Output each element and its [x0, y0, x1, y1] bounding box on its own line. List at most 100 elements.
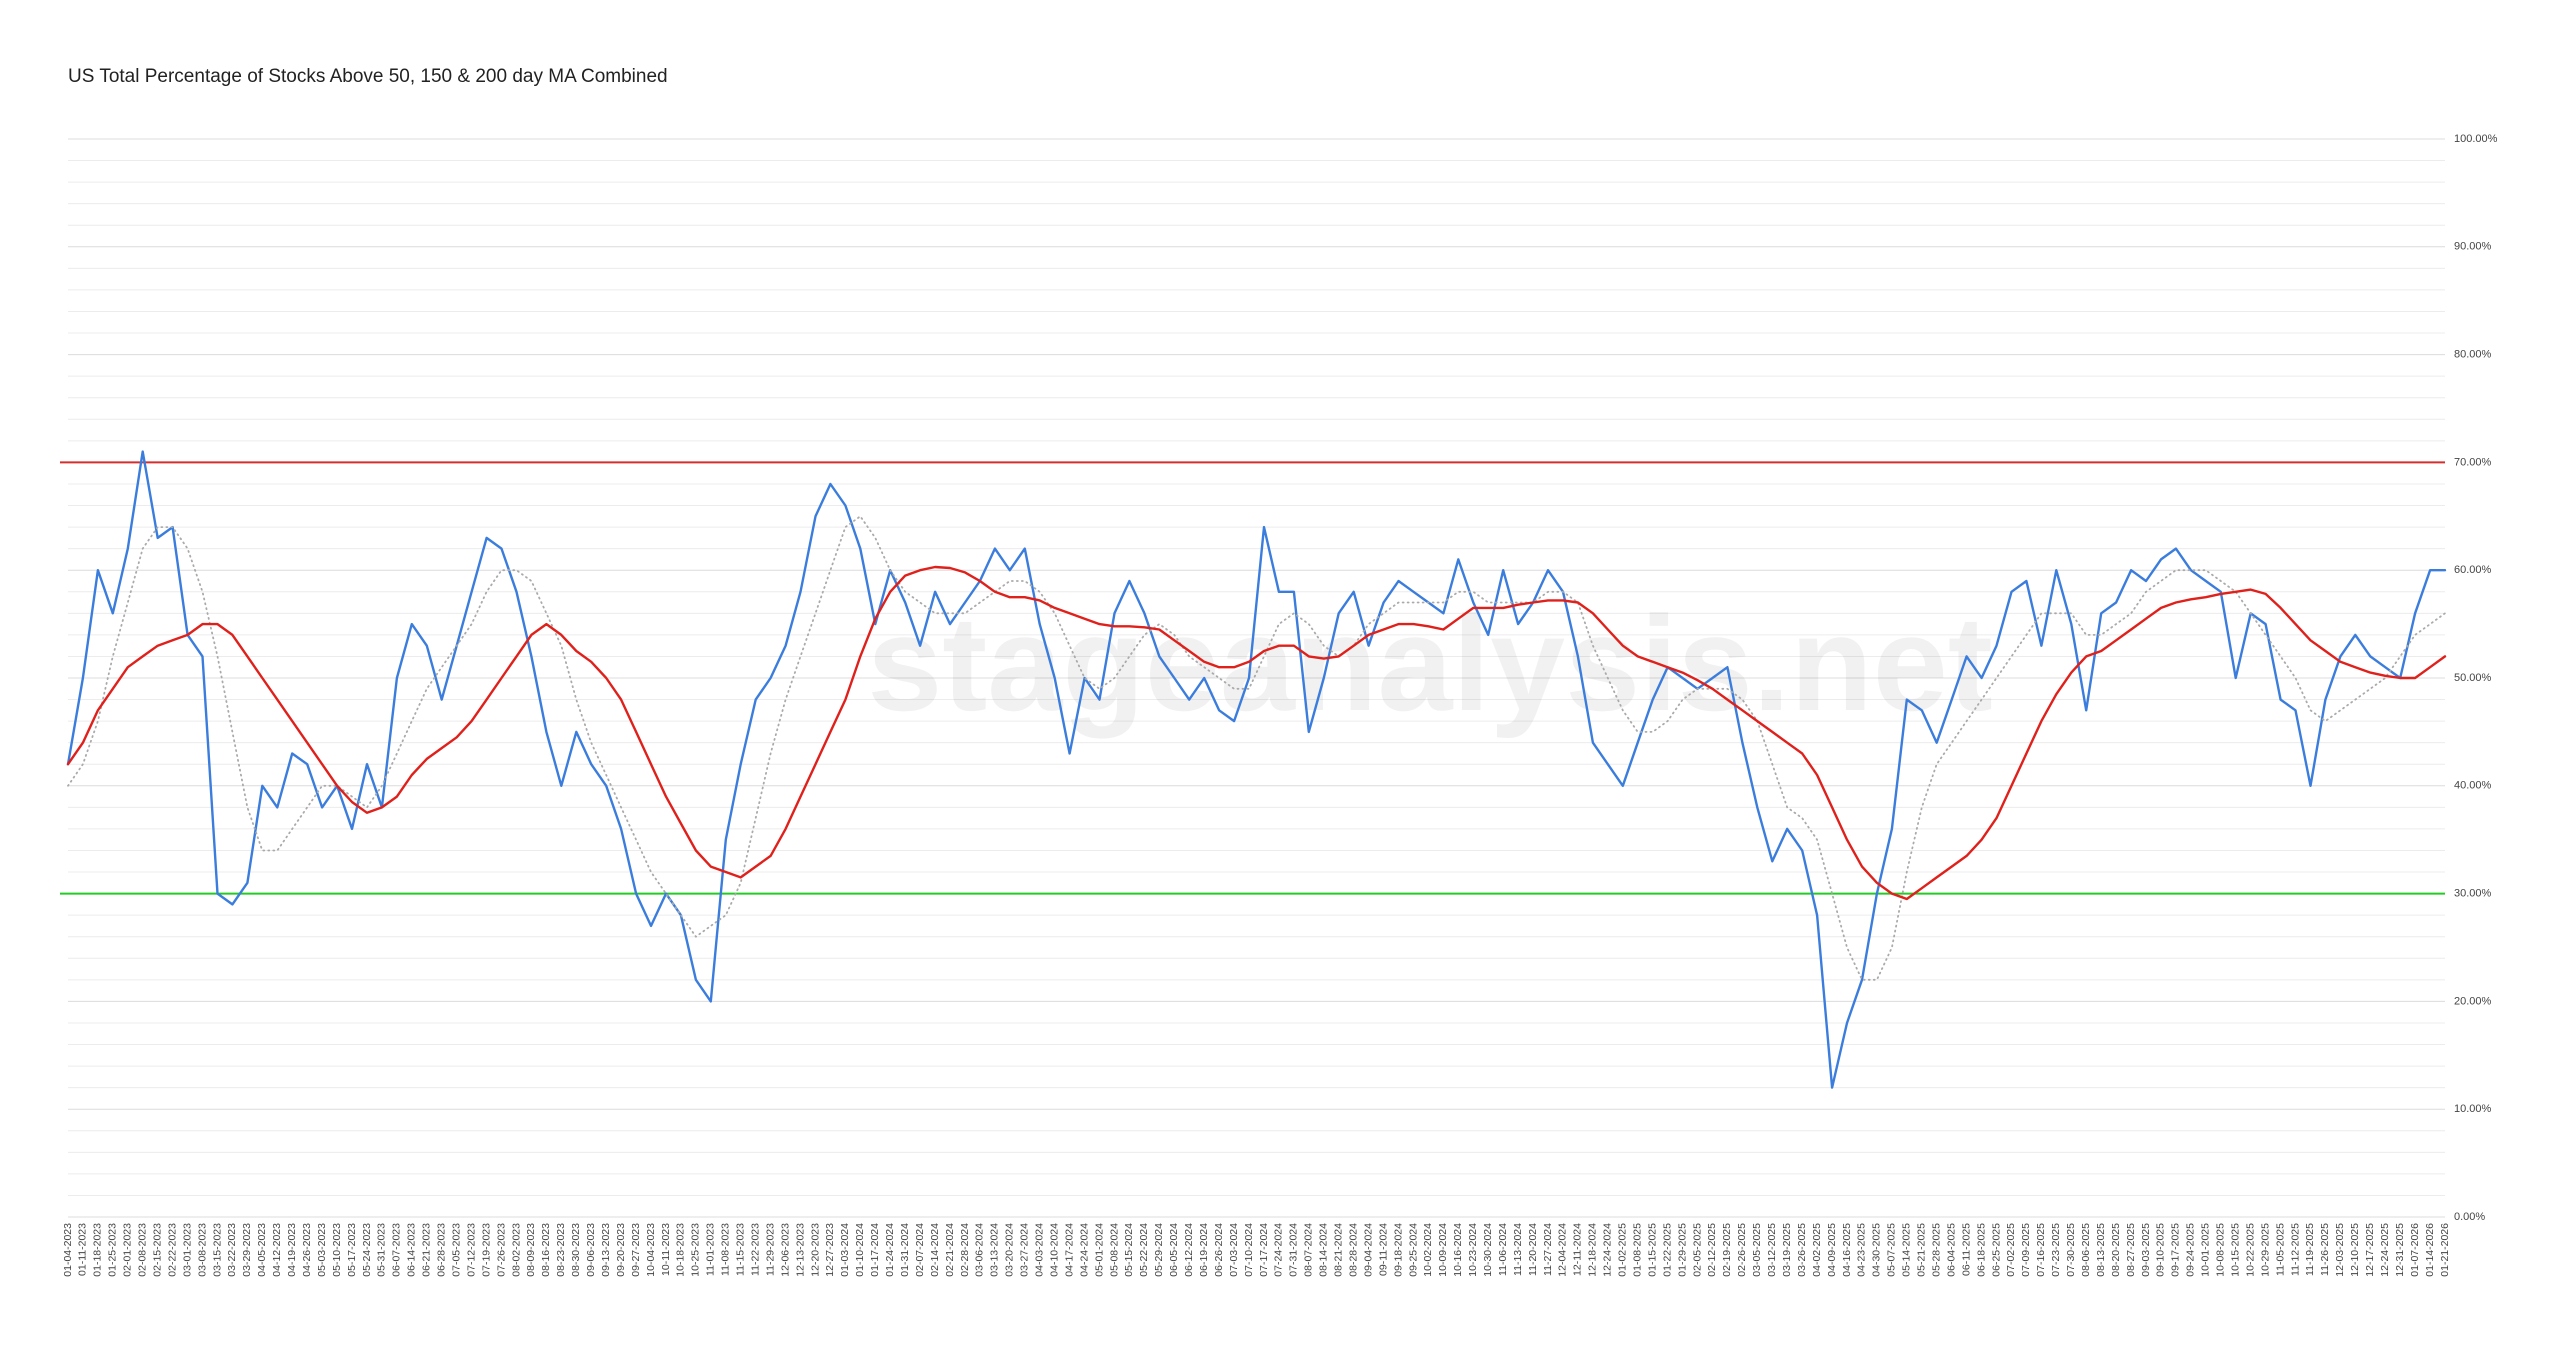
x-tick-label: 08-27-2025 — [2125, 1223, 2137, 1277]
x-tick-label: 07-30-2025 — [2065, 1223, 2077, 1277]
series-line — [67, 515, 2446, 981]
watermark: stageanalysis.net — [867, 588, 1993, 739]
x-tick-label: 12-31-2025 — [2394, 1223, 2406, 1277]
x-tick-label: 08-21-2024 — [1333, 1223, 1345, 1277]
x-tick-label: 02-07-2024 — [914, 1223, 926, 1277]
x-tick-label: 01-29-2025 — [1676, 1223, 1688, 1277]
x-tick-label: 12-11-2024 — [1572, 1223, 1584, 1276]
x-tick-label: 03-13-2024 — [989, 1223, 1001, 1277]
x-tick-label: 03-20-2024 — [1004, 1223, 1016, 1277]
y-tick-label: 20.00% — [2454, 995, 2492, 1007]
x-tick-label: 09-17-2025 — [2170, 1223, 2182, 1277]
x-tick-label: 11-22-2023 — [749, 1223, 761, 1276]
x-tick-label: 12-13-2023 — [794, 1223, 806, 1277]
x-tick-label: 07-17-2024 — [1258, 1223, 1270, 1277]
x-tick-label: 12-24-2025 — [2379, 1223, 2391, 1277]
x-tick-label: 11-08-2023 — [720, 1223, 732, 1276]
x-tick-label: 11-06-2024 — [1497, 1223, 1509, 1276]
x-tick-label: 07-26-2023 — [495, 1223, 507, 1277]
x-tick-label: 05-22-2024 — [1138, 1223, 1150, 1277]
x-tick-label: 08-16-2023 — [540, 1223, 552, 1277]
x-tick-label: 12-10-2025 — [2349, 1223, 2361, 1277]
x-tick-label: 11-19-2025 — [2304, 1223, 2316, 1276]
x-tick-label: 08-14-2024 — [1318, 1223, 1330, 1277]
x-tick-label: 02-19-2025 — [1721, 1223, 1733, 1277]
x-tick-label: 04-19-2023 — [286, 1223, 298, 1277]
x-tick-label: 11-01-2023 — [705, 1223, 717, 1276]
x-tick-label: 08-20-2025 — [2110, 1223, 2122, 1277]
x-tick-label: 08-28-2024 — [1347, 1223, 1359, 1277]
x-tick-label: 11-13-2024 — [1512, 1223, 1524, 1276]
x-tick-label: 07-12-2023 — [465, 1223, 477, 1277]
x-tick-label: 03-26-2025 — [1796, 1223, 1808, 1277]
x-tick-label: 05-08-2024 — [1108, 1223, 1120, 1277]
x-tick-label: 01-07-2026 — [2409, 1223, 2421, 1277]
x-tick-label: 04-05-2023 — [256, 1223, 268, 1277]
x-tick-label: 10-18-2023 — [675, 1223, 687, 1277]
x-tick-label: 05-07-2025 — [1886, 1223, 1898, 1277]
x-tick-label: 10-25-2023 — [690, 1223, 702, 1277]
x-tick-label: 10-04-2023 — [645, 1223, 657, 1277]
x-tick-label: 05-01-2024 — [1093, 1223, 1105, 1277]
x-tick-label: 07-09-2025 — [2020, 1223, 2032, 1277]
x-tick-label: 01-18-2023 — [92, 1223, 104, 1277]
x-tick-label: 01-21-2026 — [2439, 1223, 2451, 1277]
x-tick-label: 06-14-2023 — [406, 1223, 418, 1277]
x-tick-label: 03-22-2023 — [226, 1223, 238, 1277]
x-tick-label: 03-12-2025 — [1766, 1223, 1778, 1277]
x-tick-label: 04-24-2024 — [1078, 1223, 1090, 1277]
x-tick-label: 02-01-2023 — [122, 1223, 134, 1277]
x-tick-label: 05-29-2024 — [1153, 1223, 1165, 1277]
x-tick-label: 03-27-2024 — [1019, 1223, 1031, 1277]
x-tick-label: 04-26-2023 — [301, 1223, 313, 1277]
x-tick-label: 10-09-2024 — [1437, 1223, 1449, 1277]
x-tick-label: 05-24-2023 — [361, 1223, 373, 1277]
x-tick-label: 06-25-2025 — [1990, 1223, 2002, 1277]
series-line — [66, 450, 2447, 1089]
y-tick-label: 80.00% — [2454, 349, 2492, 361]
x-tick-label: 08-23-2023 — [555, 1223, 567, 1277]
x-tick-label: 09-06-2023 — [585, 1223, 597, 1277]
y-tick-label: 100.00% — [2454, 133, 2498, 145]
x-tick-label: 12-17-2025 — [2364, 1223, 2376, 1277]
x-tick-label: 11-29-2023 — [764, 1223, 776, 1276]
x-tick-label: 07-10-2024 — [1243, 1223, 1255, 1277]
x-tick-label: 12-18-2024 — [1587, 1223, 1599, 1277]
y-tick-label: 40.00% — [2454, 780, 2492, 792]
x-tick-label: 09-20-2023 — [615, 1223, 627, 1277]
x-tick-label: 12-20-2023 — [809, 1223, 821, 1277]
y-tick-label: 90.00% — [2454, 241, 2492, 253]
x-tick-label: 03-08-2023 — [196, 1223, 208, 1277]
x-tick-label: 03-15-2023 — [211, 1223, 223, 1277]
x-tick-label: 07-03-2024 — [1228, 1223, 1240, 1277]
x-tick-label: 01-11-2023 — [77, 1223, 89, 1276]
x-tick-label: 01-22-2025 — [1661, 1223, 1673, 1277]
x-tick-label: 10-30-2024 — [1482, 1223, 1494, 1277]
y-tick-label: 50.00% — [2454, 672, 2492, 684]
x-tick-label: 05-31-2023 — [376, 1223, 388, 1277]
x-tick-label: 04-09-2025 — [1826, 1223, 1838, 1277]
x-tick-label: 12-04-2024 — [1557, 1223, 1569, 1277]
x-tick-label: 09-04-2024 — [1362, 1223, 1374, 1277]
x-tick-label: 12-27-2023 — [824, 1223, 836, 1277]
x-tick-label: 09-03-2025 — [2140, 1223, 2152, 1277]
x-tick-label: 01-04-2023 — [62, 1223, 74, 1277]
x-tick-label: 05-15-2024 — [1123, 1223, 1135, 1277]
x-tick-label: 11-26-2025 — [2319, 1223, 2331, 1276]
x-tick-label: 04-10-2024 — [1048, 1223, 1060, 1277]
x-tick-label: 11-20-2024 — [1527, 1223, 1539, 1276]
x-tick-label: 07-19-2023 — [480, 1223, 492, 1277]
x-tick-label: 09-13-2023 — [600, 1223, 612, 1277]
x-tick-label: 10-22-2025 — [2244, 1223, 2256, 1277]
x-tick-label: 01-24-2024 — [884, 1223, 896, 1277]
x-tick-label: 07-02-2025 — [2005, 1223, 2017, 1277]
x-tick-label: 12-03-2025 — [2334, 1223, 2346, 1277]
x-tick-label: 09-25-2024 — [1407, 1223, 1419, 1277]
x-tick-label: 12-24-2024 — [1602, 1223, 1614, 1277]
x-tick-label: 01-25-2023 — [107, 1223, 119, 1277]
x-tick-label: 10-16-2024 — [1452, 1223, 1464, 1277]
x-tick-label: 04-16-2025 — [1841, 1223, 1853, 1277]
x-tick-label: 01-15-2025 — [1646, 1223, 1658, 1277]
